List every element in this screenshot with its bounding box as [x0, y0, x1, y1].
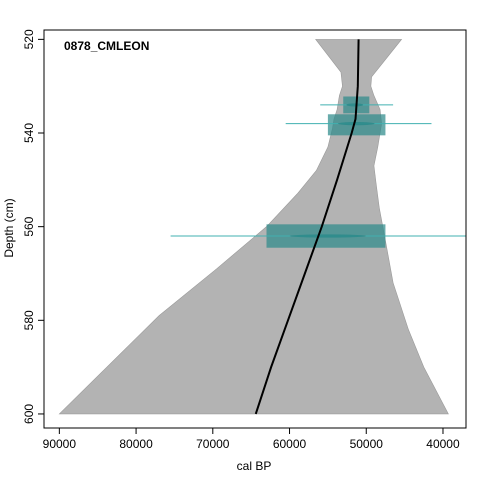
y-tick-label: 580: [22, 310, 36, 330]
x-tick-label: 60000: [273, 437, 307, 451]
y-tick-label: 600: [22, 404, 36, 424]
x-tick-label: 40000: [426, 437, 460, 451]
date-distribution-3: [289, 234, 366, 238]
plot-frame: [43, 29, 467, 429]
y-tick-label: 520: [22, 29, 36, 49]
y-tick-label: 540: [22, 123, 36, 143]
uncertainty-envelope: [58, 39, 449, 415]
chart-title: 0878_CMLEON: [64, 39, 149, 53]
date-distribution-1: [346, 103, 364, 107]
x-tick-label: 80000: [119, 437, 153, 451]
x-tick-label: 90000: [43, 437, 77, 451]
plot-layer: [58, 39, 466, 415]
x-tick-label: 50000: [350, 437, 384, 451]
axes-layer: 90000 80000 70000 60000 50000 40000 520 540 560 5…: [22, 29, 467, 451]
x-axis-title: cal BP: [237, 459, 272, 473]
y-tick-label: 560: [22, 216, 36, 236]
x-tick-label: 70000: [196, 437, 230, 451]
median-age-line: [254, 39, 360, 415]
y-axis-title: Depth (cm): [2, 198, 16, 257]
date-distribution-2: [337, 122, 375, 126]
